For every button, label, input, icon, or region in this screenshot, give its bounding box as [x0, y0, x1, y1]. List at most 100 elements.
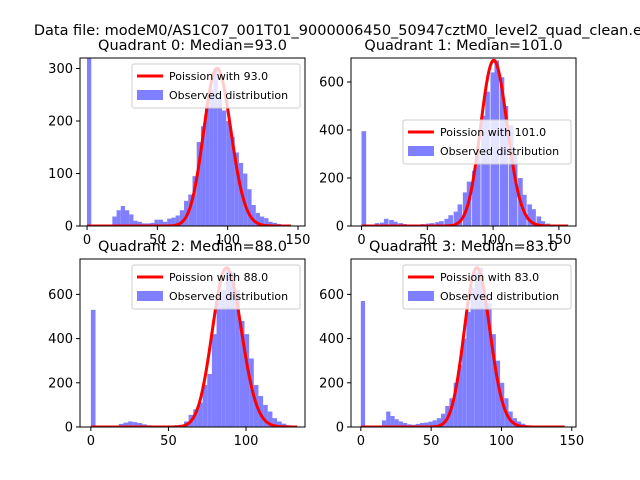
histogram-bar	[491, 334, 496, 427]
histogram-bar	[192, 176, 197, 226]
histogram-bar	[277, 421, 282, 427]
histogram-bar	[424, 422, 429, 427]
legend-label-observed: Observed distribution	[440, 290, 559, 303]
legend: Poission with 88.0 Observed distribution	[131, 264, 301, 310]
legend-box	[402, 264, 572, 310]
legend-patch-swatch	[408, 291, 434, 301]
y-tick-label: 400	[319, 124, 344, 139]
histogram-bar	[383, 218, 389, 226]
histogram-bar	[444, 218, 450, 226]
subplot-title: Quadrant 1: Median=101.0	[364, 38, 562, 54]
legend-label-poisson: Poission with 83.0	[440, 271, 539, 284]
legend-box	[402, 119, 572, 165]
histogram-bar	[162, 221, 168, 226]
y-tick-label: 0	[336, 220, 344, 235]
y-tick-label: 400	[319, 332, 344, 347]
histogram-bar	[243, 173, 248, 226]
histogram-bar	[207, 373, 212, 427]
x-tick-label: 100	[489, 434, 514, 449]
histogram-bar	[133, 220, 138, 226]
legend-patch-swatch	[137, 90, 163, 100]
y-tick-label: 200	[48, 115, 73, 130]
y-tick-label: 0	[65, 421, 73, 436]
histogram-bar	[137, 423, 143, 427]
x-tick-label: 50	[419, 233, 436, 248]
histogram-bar	[386, 411, 391, 427]
histogram-bar	[457, 204, 463, 226]
x-tick-label: 150	[559, 434, 584, 449]
histogram-bar	[234, 152, 239, 226]
subplot-quadrant-1: 0 50 100 150 0 200 400 600 Quadrant 1: Median=10…	[319, 38, 577, 248]
subplot-quadrant-3: 0 50 100 150 0 200 400 600 Quadrant 3: Median=83…	[319, 239, 584, 449]
histogram-bar	[225, 267, 231, 427]
histogram-bar	[217, 97, 223, 226]
histogram-bar	[462, 338, 467, 427]
histogram-bar	[221, 289, 226, 427]
histogram-bar	[390, 415, 395, 427]
histogram-bar	[379, 222, 385, 226]
histogram-bar	[90, 309, 96, 427]
histogram-bar	[389, 220, 394, 226]
poisson-curve	[90, 266, 298, 427]
histogram-bar	[193, 409, 198, 427]
histogram-bar	[435, 222, 440, 226]
histogram-bar	[481, 115, 486, 226]
histogram-bar	[112, 216, 117, 226]
histogram-bar	[150, 222, 155, 226]
histogram-bar	[264, 218, 269, 226]
histogram-bar	[495, 360, 501, 427]
legend: Poission with 83.0 Observed distribution	[402, 264, 572, 310]
poisson-curve	[86, 67, 292, 226]
histogram-bar	[158, 219, 163, 226]
histogram-bar	[222, 110, 227, 226]
x-tick-label: 150	[546, 233, 571, 248]
histogram-bar	[154, 219, 159, 226]
axes-frame	[350, 57, 577, 227]
subplot-title: Quadrant 2: Median=88.0	[98, 239, 287, 255]
y-tick-label: 600	[319, 288, 344, 303]
histogram-bar	[230, 136, 235, 226]
histogram-bar	[226, 121, 231, 226]
x-tick-label: 100	[234, 434, 259, 449]
histogram-bar	[263, 404, 268, 427]
histogram-bar	[527, 204, 532, 226]
x-tick-label: 100	[481, 233, 506, 248]
histogram-bar	[483, 294, 488, 427]
y-tick-label: 200	[319, 172, 344, 187]
histogram-bar	[439, 221, 444, 226]
legend-box	[131, 264, 301, 310]
histogram-bar	[197, 402, 203, 427]
histogram-bar	[457, 365, 463, 427]
histogram-bar	[244, 334, 250, 427]
histogram-bar	[531, 209, 536, 226]
legend-label-observed: Observed distribution	[169, 290, 288, 303]
histogram-bar	[403, 423, 408, 427]
histogram-bar	[120, 206, 125, 226]
x-tick-label: 50	[149, 233, 166, 248]
y-tick-label: 100	[48, 167, 73, 182]
histogram-bar	[171, 217, 176, 226]
histogram-bar	[512, 154, 518, 226]
legend-label-observed: Observed distribution	[169, 89, 288, 102]
axes-frame	[79, 57, 306, 227]
subplot-quadrant-2: 0 50 100 0 200 400 600 Quadrant 2: Median=88.0 P…	[48, 239, 306, 449]
histogram-bar	[360, 301, 366, 427]
histogram-bar	[436, 418, 441, 427]
histogram-bar	[503, 106, 509, 226]
axes-frame	[350, 258, 577, 428]
histogram-bar	[230, 272, 236, 427]
histogram-bar	[179, 210, 185, 226]
histogram-bar	[202, 385, 208, 427]
y-tick-label: 300	[48, 62, 73, 77]
histogram-bar	[432, 420, 437, 427]
histogram-bar	[205, 105, 210, 226]
legend-label-poisson: Poission with 93.0	[169, 70, 268, 83]
histogram-bar	[118, 423, 124, 427]
y-tick-label: 600	[48, 288, 73, 303]
histogram-bar	[167, 218, 172, 226]
histogram-bar	[508, 125, 514, 226]
histogram-bar	[540, 221, 546, 226]
histogram-bar	[393, 221, 398, 226]
legend: Poission with 93.0 Observed distribution	[131, 63, 301, 109]
histogram-bar	[196, 142, 201, 226]
